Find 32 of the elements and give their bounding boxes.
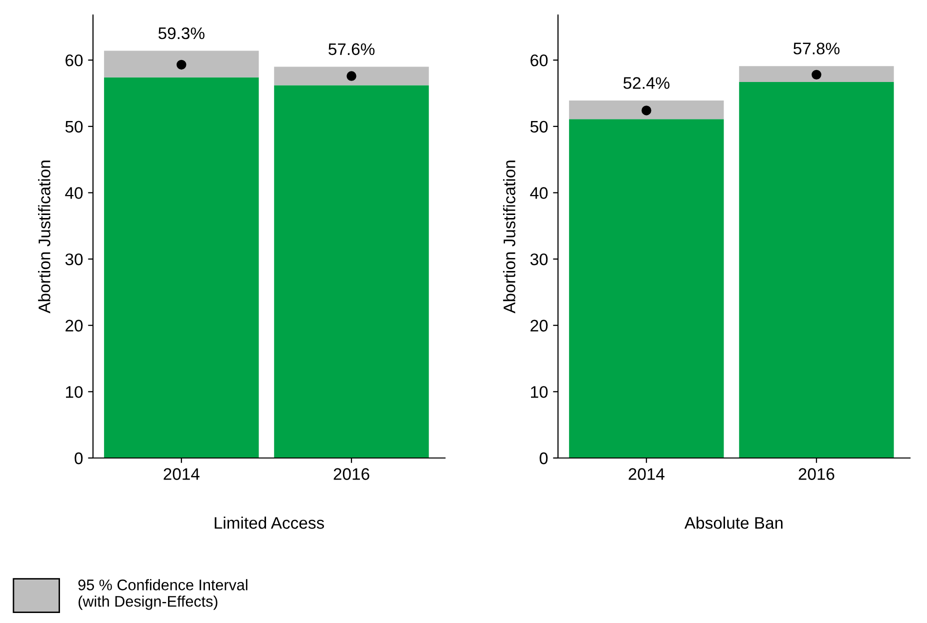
legend-label: 95 % Confidence Interval (with Design-Effects) xyxy=(78,579,248,610)
x-tick-label: 2016 xyxy=(334,468,370,480)
y-axis-title: Abortion Justification xyxy=(503,160,516,314)
data-label: 59.3% xyxy=(158,27,204,40)
y-tick-label: 40 xyxy=(530,187,548,199)
y-tick-label: 0 xyxy=(74,452,83,464)
x-tick-label: 2014 xyxy=(628,468,664,480)
y-tick-label: 30 xyxy=(65,253,83,266)
data-label: 57.6% xyxy=(328,43,375,56)
y-tick-label: 10 xyxy=(531,386,548,398)
y-tick-label: 50 xyxy=(530,120,548,133)
x-axis-title: Limited Access xyxy=(214,516,324,529)
bar xyxy=(739,66,894,82)
x-tick-label: 2016 xyxy=(798,468,834,480)
data-label: 52.4% xyxy=(623,77,670,89)
y-tick-label: 20 xyxy=(530,320,548,332)
y-tick-label: 0 xyxy=(540,452,548,464)
y-tick-label: 20 xyxy=(66,320,83,332)
bar xyxy=(104,50,259,78)
y-tick-label: 60 xyxy=(530,54,548,66)
y-tick-label: 30 xyxy=(530,253,548,266)
y-tick-label: 10 xyxy=(66,386,83,398)
bar xyxy=(569,119,724,458)
x-tick-label: 2014 xyxy=(164,468,200,480)
bar xyxy=(274,66,429,86)
bar xyxy=(569,100,724,120)
y-tick-label: 40 xyxy=(65,187,83,199)
y-axis-title: Abortion Justification xyxy=(38,160,50,314)
y-tick-label: 50 xyxy=(65,120,83,133)
y-tick-label: 60 xyxy=(66,54,83,66)
x-axis-title: Absolute Ban xyxy=(684,516,782,529)
data-label: 57.8% xyxy=(794,42,840,54)
